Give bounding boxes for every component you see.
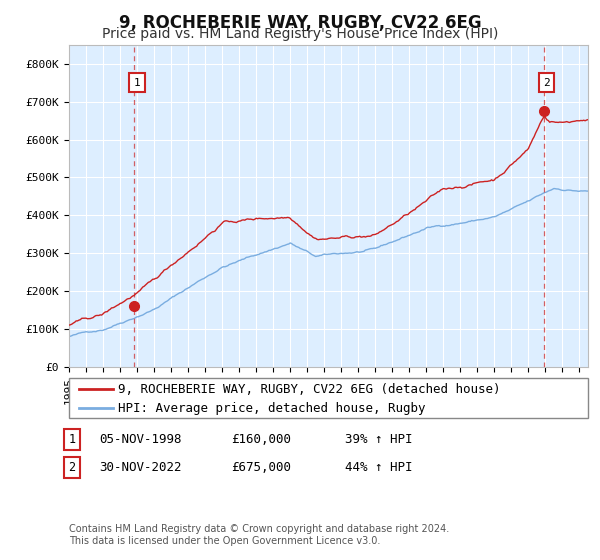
Text: 1: 1 <box>134 78 140 88</box>
Text: 2: 2 <box>68 461 76 474</box>
Text: 05-NOV-1998: 05-NOV-1998 <box>99 433 182 446</box>
Text: 44% ↑ HPI: 44% ↑ HPI <box>345 461 413 474</box>
Text: 2: 2 <box>543 78 550 88</box>
Text: HPI: Average price, detached house, Rugby: HPI: Average price, detached house, Rugb… <box>118 402 426 415</box>
Text: £675,000: £675,000 <box>231 461 291 474</box>
Text: Contains HM Land Registry data © Crown copyright and database right 2024.
This d: Contains HM Land Registry data © Crown c… <box>69 524 449 546</box>
FancyBboxPatch shape <box>69 378 588 418</box>
Text: 1: 1 <box>68 433 76 446</box>
Text: Price paid vs. HM Land Registry's House Price Index (HPI): Price paid vs. HM Land Registry's House … <box>102 27 498 41</box>
Text: £160,000: £160,000 <box>231 433 291 446</box>
Text: 9, ROCHEBERIE WAY, RUGBY, CV22 6EG (detached house): 9, ROCHEBERIE WAY, RUGBY, CV22 6EG (deta… <box>118 383 501 396</box>
Text: 9, ROCHEBERIE WAY, RUGBY, CV22 6EG: 9, ROCHEBERIE WAY, RUGBY, CV22 6EG <box>119 14 481 32</box>
Text: 39% ↑ HPI: 39% ↑ HPI <box>345 433 413 446</box>
Text: 30-NOV-2022: 30-NOV-2022 <box>99 461 182 474</box>
